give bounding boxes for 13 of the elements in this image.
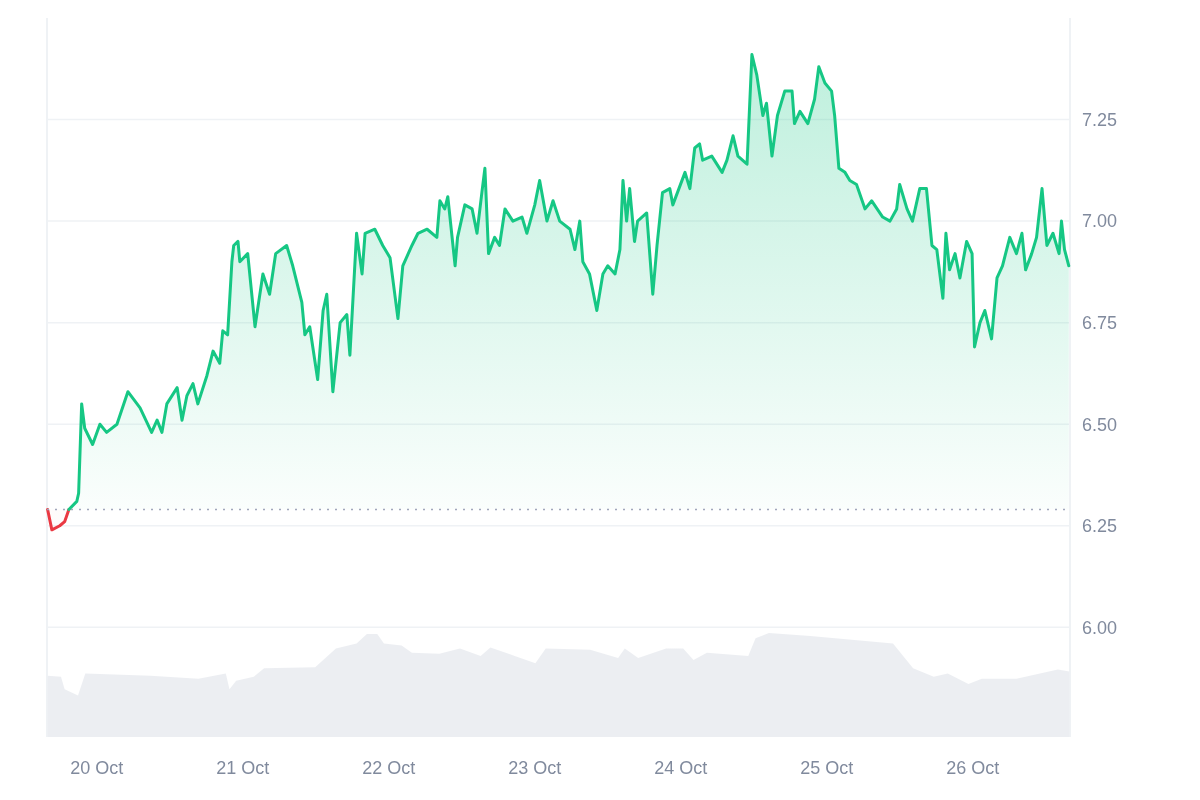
y-tick-label: 7.25	[1082, 109, 1118, 130]
x-tick-label: 21 Oct	[216, 758, 270, 778]
y-tick-label: 6.75	[1082, 312, 1118, 333]
y-tick-label: 6.00	[1082, 617, 1118, 638]
x-tick-label: 20 Oct	[70, 758, 124, 778]
x-tick-label: 22 Oct	[362, 758, 416, 778]
y-tick-label: 6.50	[1082, 414, 1118, 435]
y-tick-label: 6.25	[1082, 516, 1118, 537]
x-tick-label: 24 Oct	[654, 758, 708, 778]
y-tick-label: 7.00	[1082, 211, 1118, 232]
x-tick-label: 26 Oct	[946, 758, 1000, 778]
x-tick-label: 25 Oct	[800, 758, 854, 778]
x-tick-label: 23 Oct	[508, 758, 562, 778]
